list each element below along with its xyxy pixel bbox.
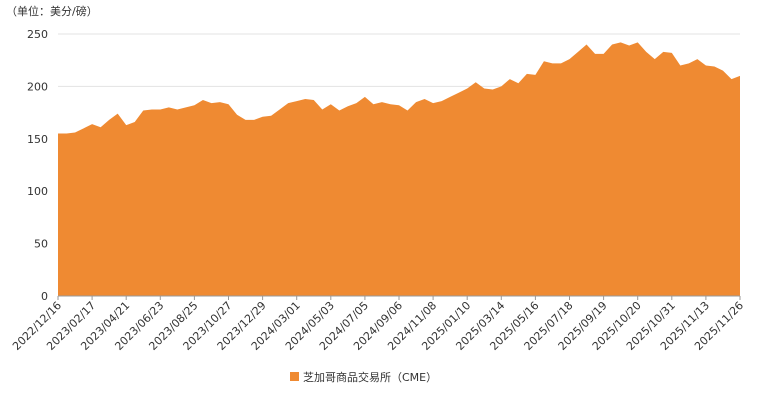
unit-label: （单位：美分/磅） bbox=[6, 4, 98, 18]
legend-label: 芝加哥商品交易所（CME） bbox=[303, 370, 437, 384]
legend-swatch bbox=[290, 372, 299, 381]
y-tick-label: 0 bbox=[41, 290, 48, 303]
y-tick-label: 200 bbox=[27, 80, 48, 93]
y-tick-label: 150 bbox=[27, 133, 48, 146]
y-tick-label: 250 bbox=[27, 28, 48, 41]
y-tick-label: 50 bbox=[34, 238, 48, 251]
y-tick-label: 100 bbox=[27, 185, 48, 198]
area bbox=[58, 42, 740, 296]
